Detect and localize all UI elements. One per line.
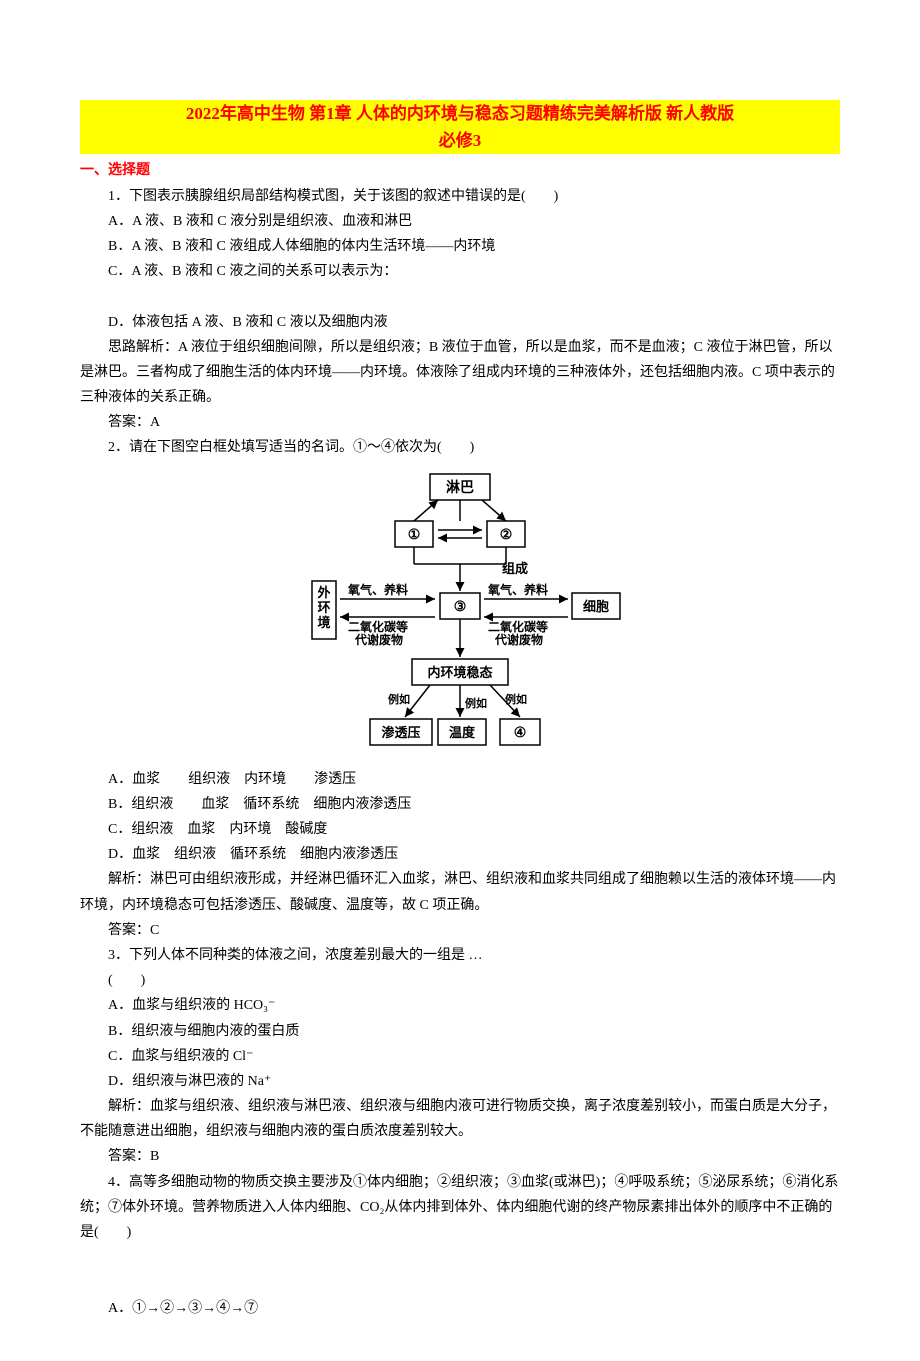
svg-text:环: 环 [317,600,330,615]
q3-opt-a: A．血浆与组织液的 HCO₃⁻ [80,993,840,1018]
q1-blank-line [80,284,840,309]
svg-text:②: ② [500,528,513,543]
svg-text:例如: 例如 [465,696,487,710]
q3-opt-b: B．组织液与细胞内液的蛋白质 [80,1019,840,1044]
q2-answer: 答案：C [80,918,840,943]
q1-opt-c: C．A 液、B 液和 C 液之间的关系可以表示为： [80,259,840,284]
svg-text:①: ① [408,528,421,543]
svg-text:③: ③ [454,600,467,615]
svg-text:温度: 温度 [449,725,476,740]
q3-stem: 3．下列人体不同种类的体液之间，浓度差别最大的一组是 … [80,943,840,968]
q4-opt-a: A．①→②→③→④→⑦ [80,1296,840,1321]
q2-opt-a: A．血浆 组织液 内环境 渗透压 [80,767,840,792]
title-line1: 2022年高中生物 第1章 人体的内环境与稳态习题精练完美解析版 新人教版 [186,104,734,123]
title-line2: 必修3 [439,131,482,150]
svg-text:二氧化碳等: 二氧化碳等 [488,619,548,634]
svg-text:细胞: 细胞 [583,599,609,614]
svg-text:外: 外 [316,585,330,600]
q2-explanation: 解析：淋巴可由组织液形成，并经淋巴循环汇入血浆，淋巴、组织液和血浆共同组成了细胞… [80,867,840,917]
q1-stem: 1．下图表示胰腺组织局部结构模式图，关于该图的叙述中错误的是( ) [80,184,840,209]
svg-text:境: 境 [317,615,330,630]
svg-text:二氧化碳等: 二氧化碳等 [348,619,408,634]
q3-opt-c: C．血浆与组织液的 Cl⁻ [80,1044,840,1069]
svg-text:氧气、养料: 氧气、养料 [347,582,408,597]
svg-text:例如: 例如 [388,692,410,706]
svg-text:代谢废物: 代谢废物 [494,632,543,647]
svg-text:例如: 例如 [505,692,527,706]
flowchart-svg: 淋巴 ① ② 组成 外 环 境 ③ 细胞 氧气、养料 [290,469,630,759]
svg-text:代谢废物: 代谢废物 [354,632,403,647]
q2-opt-c: C．组织液 血浆 内环境 酸碱度 [80,817,840,842]
q2-opt-b: B．组织液 血浆 循环系统 细胞内液渗透压 [80,792,840,817]
svg-text:④: ④ [514,726,527,741]
q2-stem: 2．请在下图空白框处填写适当的名词。①～④依次为( ) [80,435,840,460]
section-heading: 一、选择题 [80,158,840,183]
svg-text:淋巴: 淋巴 [446,479,474,496]
document-title: 2022年高中生物 第1章 人体的内环境与稳态习题精练完美解析版 新人教版 必修… [80,100,840,154]
q1-answer: 答案：A [80,410,840,435]
q3-opt-d: D．组织液与淋巴液的 Na⁺ [80,1069,840,1094]
svg-text:渗透压: 渗透压 [381,725,420,740]
q2-diagram: 淋巴 ① ② 组成 外 环 境 ③ 细胞 氧气、养料 [80,469,840,759]
q1-opt-b: B．A 液、B 液和 C 液组成人体细胞的体内生活环境——内环境 [80,234,840,259]
q1-opt-a: A．A 液、B 液和 C 液分别是组织液、血液和淋巴 [80,209,840,234]
q3-answer: 答案：B [80,1144,840,1169]
q2-opt-d: D．血浆 组织液 循环系统 细胞内液渗透压 [80,842,840,867]
q3-paren: ( ) [80,968,840,993]
svg-text:组成: 组成 [502,561,528,576]
q4-stem: 4．高等多细胞动物的物质交换主要涉及①体内细胞；②组织液；③血浆(或淋巴)；④呼… [80,1170,840,1246]
svg-text:内环境稳态: 内环境稳态 [427,665,492,680]
q4-blank [80,1245,840,1270]
svg-text:氧气、养料: 氧气、养料 [487,582,548,597]
q4-blank2 [80,1270,840,1295]
q1-opt-d: D．体液包括 A 液、B 液和 C 液以及细胞内液 [80,310,840,335]
q1-explanation: 思路解析：A 液位于组织细胞间隙，所以是组织液；B 液位于血管，所以是血浆，而不… [80,335,840,411]
q3-explanation: 解析：血浆与组织液、组织液与淋巴液、组织液与细胞内液可进行物质交换，离子浓度差别… [80,1094,840,1144]
